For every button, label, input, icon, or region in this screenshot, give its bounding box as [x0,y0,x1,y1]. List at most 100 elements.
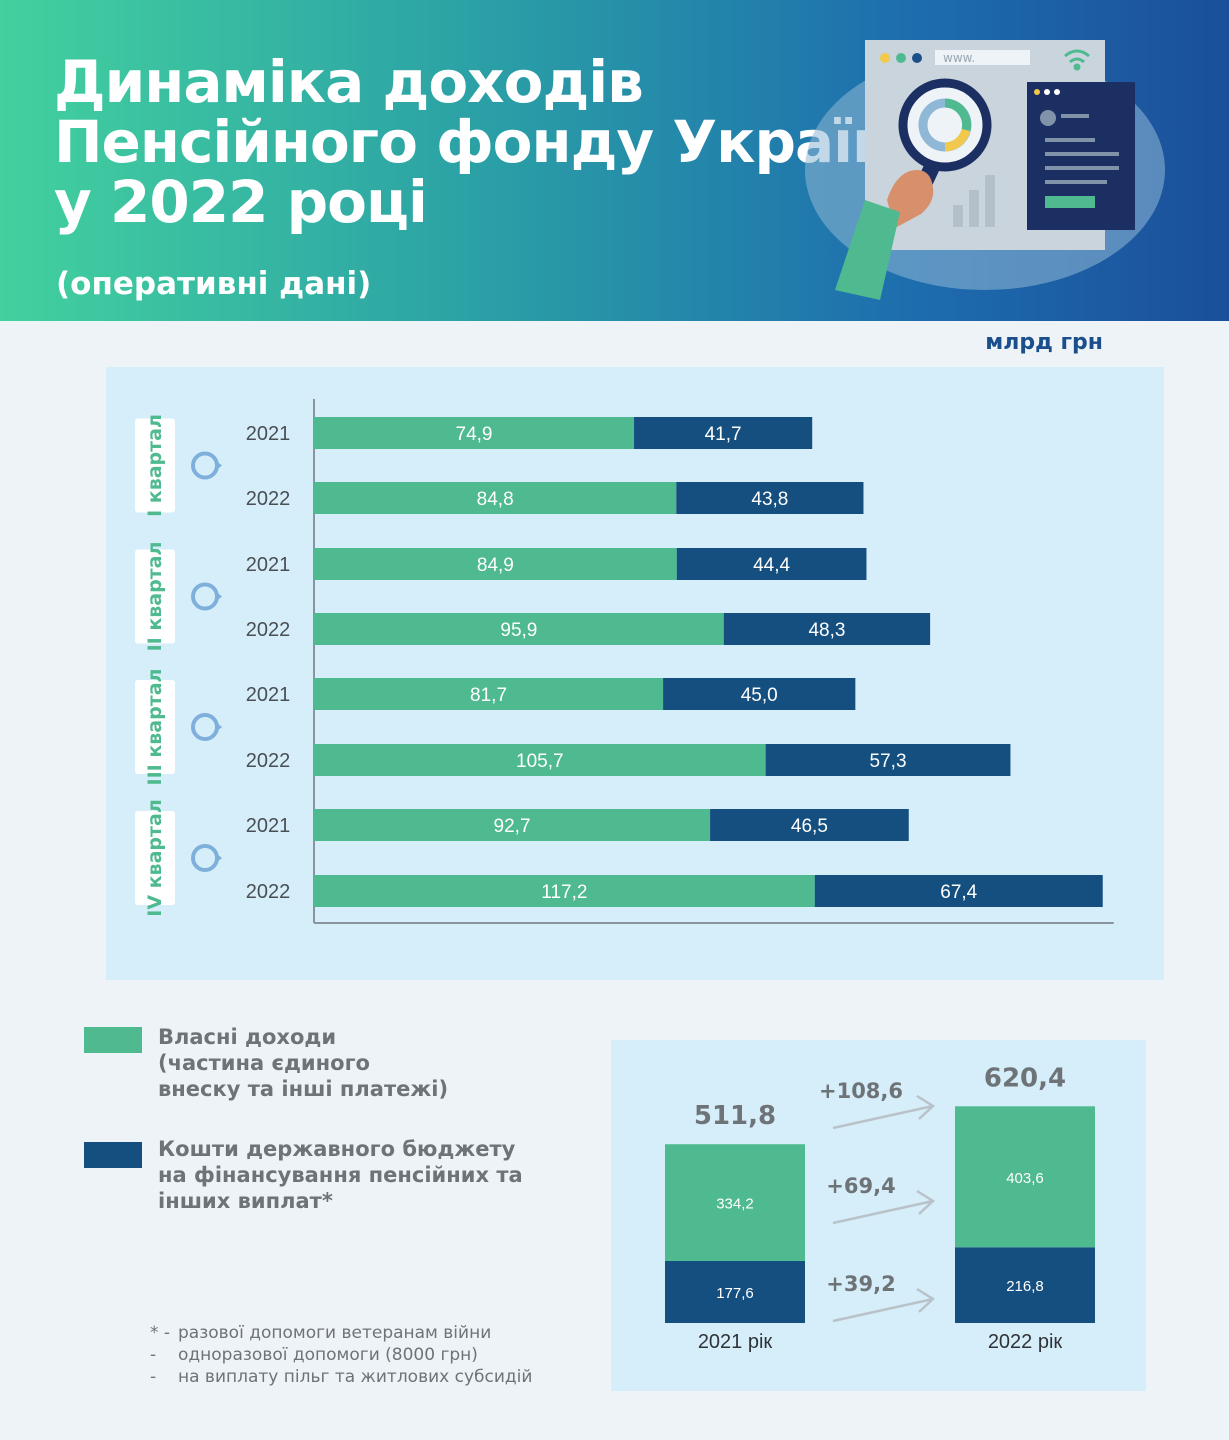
bar-own-revenue [314,482,677,514]
bar-value-label: 117,2 [541,882,587,903]
quarterly-chart-panel: 2021 74,9 41,7 2022 84,8 43,8 2021 84,9 44,4 2022… [106,367,1164,980]
year-label: 2021 [246,554,291,576]
column-value-label: 334,2 [716,1196,754,1213]
footnote-mark: * - [150,1323,171,1343]
change-arrow-icon [832,1104,934,1130]
quarter-label: II квартал [144,542,166,652]
column-value-label: 216,8 [1006,1278,1044,1295]
title-line-1: Динаміка доходів [54,48,644,116]
legend-label-own-revenue: Власні доходи (частина єдиного внеску та… [158,1024,448,1102]
bar-state-budget [676,548,867,580]
bar-own-revenue [314,809,711,841]
footnote-dash-2: - [150,1345,157,1365]
footnote-dash-3: - [150,1367,157,1387]
year-label: 2022 [246,619,291,641]
quarter-bullet-icon [191,844,219,872]
quarter-label: III квартал [144,669,166,786]
title-line-3: у 2022 році [54,168,428,236]
bar-value-label: 105,7 [516,751,564,772]
change-label: +69,4 [826,1174,895,1198]
bar-value-label: 57,3 [870,751,907,772]
column-year-label: 2022 рік [988,1331,1063,1353]
quarter-tag [135,418,175,513]
quarter-tag [135,680,175,774]
quarter-label: IV квартал [144,799,166,916]
column-year-label: 2021 рік [698,1331,773,1353]
bar-own-revenue [314,548,677,580]
quarter-bullet-icon [191,713,219,741]
bar-own-revenue [314,613,724,645]
bar-own-revenue [314,744,766,776]
year-label: 2022 [246,881,291,903]
bar-value-label: 74,9 [456,424,493,445]
bar-value-label: 45,0 [741,685,778,706]
quarter-bullet-icon [191,451,219,480]
hand-icon [835,170,934,300]
column-total-label: 620,4 [984,1063,1066,1093]
bar-value-label: 67,4 [940,882,977,903]
change-arrowhead-icon [916,1287,936,1313]
change-arrow-icon [832,1199,934,1225]
column-own-revenue [665,1144,805,1261]
column-state-budget [955,1247,1095,1323]
footnote: * - разової допомоги ветеранам війни - одн… [150,1322,532,1388]
url-text: www. [943,51,975,65]
donut-chart-icon [918,98,972,152]
quarter-tag [135,811,175,905]
bar-value-label: 44,4 [753,555,790,576]
legend-own-line-1: Власні доходи [158,1025,337,1049]
bar-value-label: 84,8 [477,489,514,510]
quarter-pointer-icon [217,461,222,470]
year-label: 2022 [246,488,291,510]
column-value-label: 177,6 [716,1285,754,1302]
change-label: +39,2 [826,1272,895,1296]
footnote-line-1: разової допомоги ветеранам війни [178,1323,492,1343]
bar-state-budget [634,417,813,449]
footnote-line-3: на виплату пільг та житлових субсидій [178,1367,533,1387]
annual-chart-panel: 177,6 334,2 511,8 2021 рік 216,8 403,6 620,4 20… [611,1040,1146,1391]
bar-state-budget [723,613,931,645]
quarter-tag [135,549,175,644]
quarter-pointer-icon [217,723,222,731]
column-state-budget [665,1260,805,1323]
bar-state-budget [765,744,1011,776]
column-total-label: 511,8 [694,1101,776,1131]
legend-budget-line-1: Кошти державного бюджету [158,1137,516,1161]
title-line-2: Пенсійного фонду України [54,108,932,176]
quarter-bullet-icon [191,582,219,611]
legend-label-state-budget: Кошти державного бюджету на фінансування… [158,1136,523,1214]
legend-budget-line-3: інших виплат* [158,1189,333,1213]
bar-chart-icon [953,175,995,227]
column-own-revenue [955,1106,1095,1248]
bar-state-budget [710,809,909,841]
bar-value-label: 95,9 [500,620,537,641]
bar-own-revenue [314,417,635,449]
change-arrow-icon [832,1297,934,1323]
bar-value-label: 46,5 [791,816,828,837]
bar-state-budget [814,875,1103,907]
bar-own-revenue [314,678,664,710]
year-label: 2021 [246,684,291,706]
page-subtitle: (оперативні дані) [56,266,372,302]
change-arrowhead-icon [916,1189,936,1215]
legend-own-line-3: внеску та інші платежі) [158,1077,449,1101]
unit-label: млрд грн [985,330,1103,355]
year-label: 2021 [246,815,291,837]
bar-value-label: 43,8 [751,489,788,510]
quarter-label: I квартал [144,414,166,517]
legend-swatch-own-revenue [84,1027,142,1053]
legend-swatch-state-budget [84,1142,142,1168]
legend-own-line-2: (частина єдиного [158,1051,370,1075]
bar-value-label: 41,7 [705,424,742,445]
bar-state-budget [663,678,856,710]
bar-value-label: 81,7 [470,685,507,706]
quarterly-bar-chart: 2021 74,9 41,7 2022 84,8 43,8 2021 84,9 44,4 2022… [135,399,1114,924]
year-label: 2021 [246,423,291,445]
column-value-label: 403,6 [1006,1170,1044,1187]
bar-value-label: 48,3 [808,620,845,641]
quarter-pointer-icon [217,854,222,862]
bar-value-label: 92,7 [494,816,531,837]
header-banner: Динаміка доходів Пенсійного фонду Україн… [0,0,1229,321]
footnote-line-2: одноразової допомоги (8000 грн) [178,1345,478,1365]
change-arrowhead-icon [916,1094,936,1120]
